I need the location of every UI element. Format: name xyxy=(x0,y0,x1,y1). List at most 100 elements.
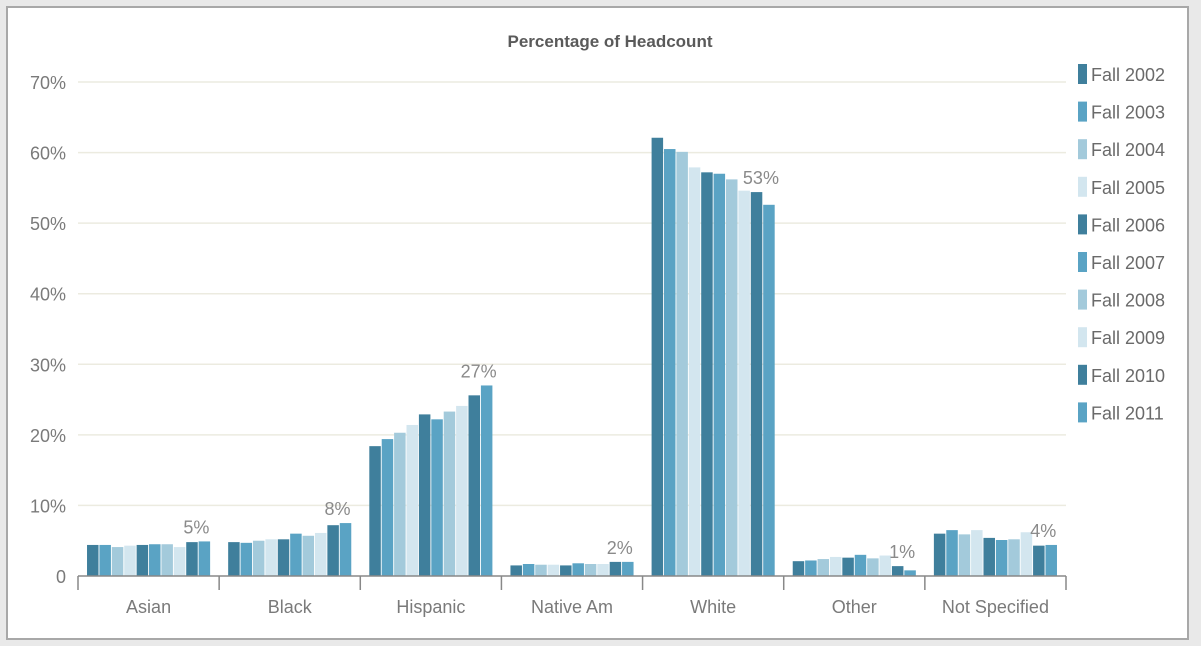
bar xyxy=(701,172,713,576)
bar xyxy=(277,539,290,576)
bar xyxy=(290,533,302,576)
grid-lines xyxy=(78,81,1066,507)
bar xyxy=(418,414,431,576)
chart-frame xyxy=(6,6,1189,640)
bar xyxy=(522,564,535,576)
bar xyxy=(676,151,688,576)
bar xyxy=(1020,532,1033,576)
bar xyxy=(622,561,634,576)
data-label: 5% xyxy=(183,517,209,537)
bar xyxy=(480,385,493,576)
y-tick-label: 60% xyxy=(30,144,66,164)
x-tick-label: Native Am xyxy=(531,597,613,617)
bar xyxy=(1008,539,1020,576)
legend-swatch xyxy=(1078,139,1087,160)
legend-item: Fall 2008 xyxy=(1078,289,1165,311)
bar xyxy=(842,557,854,576)
legend-item: Fall 2007 xyxy=(1078,252,1165,273)
bar xyxy=(1033,545,1045,576)
bar xyxy=(750,192,763,576)
bar xyxy=(547,564,560,576)
bar xyxy=(983,537,995,576)
legend-swatch xyxy=(1078,402,1087,423)
data-label: 8% xyxy=(325,499,351,519)
bar xyxy=(161,544,173,576)
bar xyxy=(510,565,522,576)
legend-item: Fall 2009 xyxy=(1078,327,1165,348)
bar xyxy=(829,556,842,576)
y-tick-label: 20% xyxy=(30,426,66,446)
y-tick-label: 30% xyxy=(30,355,66,375)
x-axis: Asian Black Hispanic Native Am White Other Not… xyxy=(77,575,1067,617)
bar xyxy=(995,540,1008,576)
bar xyxy=(443,411,456,576)
bar xyxy=(149,544,161,576)
legend-label: Fall 2005 xyxy=(1091,178,1165,198)
bar xyxy=(136,544,149,576)
y-tick-label: 40% xyxy=(30,285,66,305)
y-tick-label: 10% xyxy=(30,496,66,516)
bar xyxy=(252,540,265,576)
bar xyxy=(186,542,198,576)
bar xyxy=(1045,544,1057,576)
y-axis: 0 10% 20% 30% 40% 50% 60% 70% xyxy=(30,73,66,587)
bar xyxy=(584,564,597,576)
bar xyxy=(609,561,622,576)
y-tick-label: 70% xyxy=(30,73,66,93)
x-tick-label: White xyxy=(690,597,736,617)
bar xyxy=(572,563,584,576)
bar xyxy=(369,446,381,576)
legend-item: Fall 2010 xyxy=(1078,364,1165,386)
legend-label: Fall 2008 xyxy=(1091,291,1165,311)
legend-item: Fall 2011 xyxy=(1078,402,1164,423)
legend-item: Fall 2002 xyxy=(1078,64,1165,85)
bar xyxy=(946,530,958,576)
bar xyxy=(240,542,253,576)
data-label: 27% xyxy=(461,361,497,381)
bar xyxy=(805,560,817,576)
bar xyxy=(302,535,315,576)
bar xyxy=(99,544,111,576)
bar xyxy=(468,395,481,576)
bar xyxy=(958,534,971,576)
y-tick-label: 0 xyxy=(56,567,66,587)
bar xyxy=(597,564,609,576)
bar xyxy=(854,554,867,576)
bar xyxy=(651,137,664,576)
bar xyxy=(394,432,406,576)
x-tick-label: Hispanic xyxy=(396,597,465,617)
bar xyxy=(891,566,904,576)
bar xyxy=(879,555,892,576)
legend-label: Fall 2004 xyxy=(1091,140,1165,160)
legend-swatch xyxy=(1078,289,1087,310)
legend-swatch xyxy=(1078,64,1087,84)
x-tick-label: Other xyxy=(832,597,877,617)
legend-item: Fall 2006 xyxy=(1078,214,1165,235)
bar xyxy=(381,439,394,576)
bar xyxy=(933,533,946,576)
legend-label: Fall 2011 xyxy=(1091,403,1164,423)
x-tick-label: Not Specified xyxy=(942,597,1049,617)
bar xyxy=(663,149,676,577)
bar xyxy=(817,559,830,576)
chart-title: Percentage of Headcount xyxy=(508,32,713,51)
data-label: 53% xyxy=(743,168,779,188)
bar xyxy=(763,204,775,576)
data-label: 4% xyxy=(1030,521,1056,541)
legend-label: Fall 2009 xyxy=(1091,328,1165,348)
bars xyxy=(87,137,1057,577)
x-tick-label: Black xyxy=(268,597,313,617)
legend: Fall 2002 Fall 2003 Fall 2004 Fall 2005 Fall… xyxy=(1078,64,1165,423)
bar xyxy=(792,561,805,576)
legend-swatch xyxy=(1078,176,1087,197)
data-label: 2% xyxy=(607,538,633,558)
legend-label: Fall 2003 xyxy=(1091,103,1165,123)
x-tick-label: Asian xyxy=(126,597,171,617)
bar xyxy=(456,405,468,576)
legend-swatch xyxy=(1078,214,1087,235)
bar xyxy=(124,545,136,576)
y-tick-label: 50% xyxy=(30,214,66,234)
bar xyxy=(971,530,983,576)
bar xyxy=(228,542,240,576)
